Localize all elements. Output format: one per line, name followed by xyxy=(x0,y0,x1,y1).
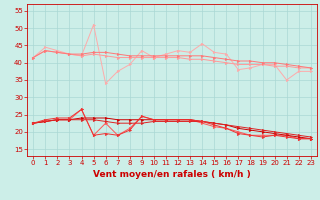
X-axis label: Vent moyen/en rafales ( km/h ): Vent moyen/en rafales ( km/h ) xyxy=(93,170,251,179)
